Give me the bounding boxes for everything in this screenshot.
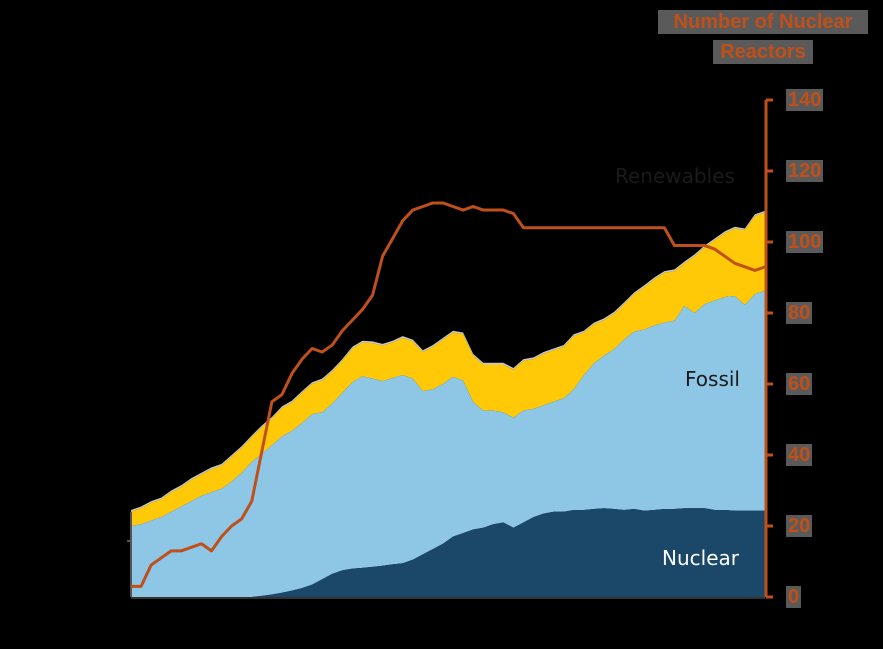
fossil-label: Fossil — [685, 367, 740, 391]
renewables-label: Renewables — [615, 164, 735, 188]
reactor-count-line — [131, 201, 766, 588]
right-axis-tick-label: 40 — [786, 444, 813, 466]
right-axis-tick-label: 100 — [786, 231, 824, 253]
stacked-areas — [131, 210, 765, 597]
fossil-area — [131, 290, 765, 597]
right-axis-tick-label: 60 — [786, 373, 813, 395]
right-axis-tick-label: 0 — [786, 586, 802, 608]
right-axis-title-line1: Number of Nuclear — [658, 10, 868, 34]
nuclear-area — [131, 508, 765, 597]
right-axis-tick-label: 120 — [786, 160, 824, 182]
nuclear-label: Nuclear — [662, 546, 739, 570]
renewables-area — [131, 212, 765, 526]
right-axis-tick-label: 80 — [786, 302, 813, 324]
right-axis — [764, 98, 773, 599]
right-axis-tick-label: 20 — [786, 515, 813, 537]
right-axis-title-line2: Reactors — [713, 40, 813, 64]
right-axis-tick-label: 140 — [786, 89, 824, 111]
